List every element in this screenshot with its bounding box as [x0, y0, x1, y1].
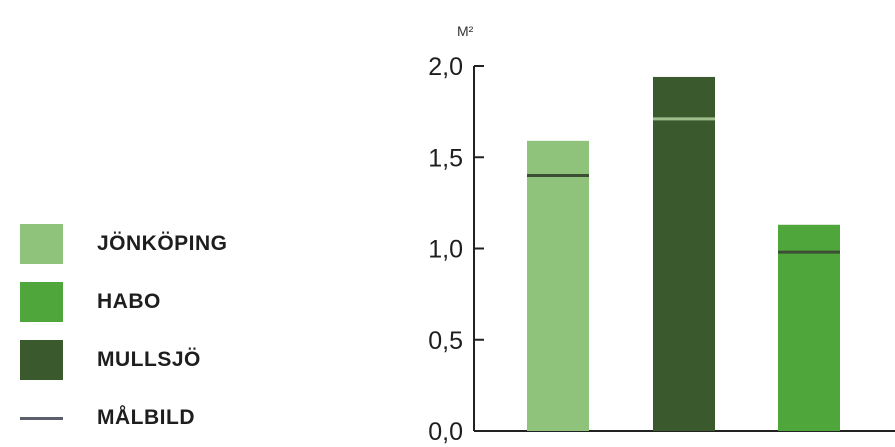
legend-swatch-jonkoping — [20, 224, 63, 264]
bar-2 — [778, 224, 840, 431]
y-tick-label: 2,0 — [428, 53, 463, 81]
y-tick-label: 0,5 — [428, 327, 463, 355]
legend-label-jonkoping: JÖNKÖPING — [97, 232, 228, 255]
legend-item-mullsjo: MULLSJÖ — [20, 331, 228, 389]
bar-1 — [653, 76, 715, 431]
legend-item-malbild: MÅLBILD — [20, 389, 228, 447]
y-tick-label: 0,0 — [428, 418, 463, 446]
y-axis-unit-label: M² — [457, 23, 474, 39]
bars — [527, 76, 840, 431]
legend: JÖNKÖPING HABO MULLSJÖ MÅLBILD — [20, 215, 228, 447]
legend-swatch-habo — [20, 282, 63, 322]
bar-0 — [527, 140, 589, 431]
legend-label-mullsjo: MULLSJÖ — [97, 348, 201, 371]
legend-swatch-mullsjo — [20, 340, 63, 380]
legend-item-habo: HABO — [20, 273, 228, 331]
y-tick-label: 1,0 — [428, 236, 463, 264]
legend-item-jonkoping: JÖNKÖPING — [20, 215, 228, 273]
y-axis: 0,0 0,5 1,0 1,5 2,0 — [428, 53, 895, 446]
legend-line-malbild — [20, 398, 63, 438]
legend-label-malbild: MÅLBILD — [97, 406, 195, 429]
legend-label-habo: HABO — [97, 290, 161, 313]
y-tick-label: 1,5 — [428, 144, 463, 172]
